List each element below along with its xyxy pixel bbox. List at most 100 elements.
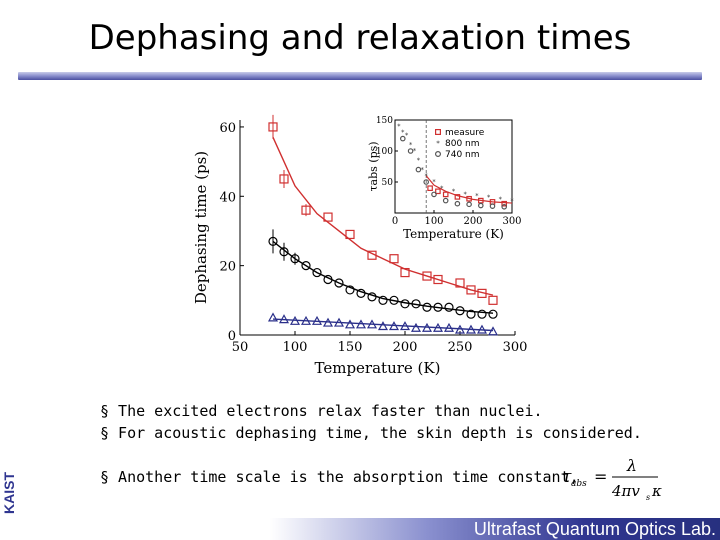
main-point-triangle [443,322,455,332]
formula-denominator-tail: κ [651,482,662,500]
inset-legend-marker-circle [435,150,442,157]
main-point-triangle [432,322,444,332]
main-y-tick-label: 0 [228,329,236,344]
main-point-circle [345,285,355,295]
main-point-triangle [465,324,477,334]
main-point-square [400,267,410,278]
inset-y-tick-label: 150 [376,116,393,126]
main-point-circle [433,302,443,312]
main-x-tick-label: 50 [232,340,249,355]
formula-lhs: τ [562,467,572,487]
inset-point-square [466,195,472,202]
inset-point-circle [423,179,430,185]
main-point-triangle [311,315,323,325]
inset-x-tick-label: 0 [392,216,398,227]
inset-point-circle [442,197,449,204]
main-point-circle [444,302,454,312]
main-point-square [466,285,476,295]
main-point-circle [400,299,410,309]
main-point-triangle [289,315,301,325]
main-x-tick-label: 100 [283,340,308,355]
main-point-circle [290,254,300,264]
formula-lhs-sub: abs [571,479,587,489]
main-y-tick-label: 20 [219,260,236,275]
main-point-triangle [267,312,279,322]
main-point-triangle [487,326,499,336]
main-point-circle [378,295,388,305]
main-point-square [268,122,278,132]
main-point-circle [312,267,322,278]
main-point-triangle [377,321,389,331]
formula-equals: = [594,467,607,486]
main-axes: 50 100 150 200 250 300 0 20 40 60 Temperature (K) D… [192,120,527,377]
main-y-axis-label: Dephasing time (ps) [192,151,210,304]
inset-point-square [454,194,461,200]
main-x-tick-label: 200 [393,340,418,355]
main-point-triangle [399,321,411,331]
main-series-circle [268,229,498,319]
absorption-time-formula: τ abs = λ 4πv s κ [562,456,662,501]
main-point-circle [323,274,333,285]
main-y-tick-label: 40 [219,190,236,205]
inset-point-circle [400,135,406,142]
main-point-square [433,274,443,285]
main-point-triangle [344,319,356,329]
inset-point-circle [501,204,508,210]
bullet-electrons-relax: § The excited electrons relax faster tha… [100,402,543,420]
inset-legend-label-circle: 740 nm [445,150,480,160]
inset-fit-line [425,175,513,204]
inset-legend-label-star: 800 nm [445,139,480,149]
formula-denominator-sub: s [646,493,650,501]
formula-denominator: 4πv [611,482,640,500]
inset-series-star: ** ******** * * * * * * [397,122,514,204]
main-fit-line-circle [272,240,494,314]
inset-y-axis-label: τabs (ps) [367,141,380,191]
bullet-list: § The excited electrons relax faster tha… [100,400,642,488]
main-point-triangle [333,317,345,327]
main-point-square [367,250,377,260]
title-underline-bar [18,72,702,80]
main-series-triangle [267,312,499,336]
inset-point-star: * [475,192,479,200]
main-point-circle [477,309,487,319]
inset-point-star: * [487,194,491,202]
inset-series-circle [400,135,508,210]
main-point-triangle [355,319,367,329]
main-point-triangle [421,322,433,332]
inset-point-star: * [452,188,456,196]
main-point-square [301,205,311,215]
main-point-circle [455,306,465,316]
inset-point-square [427,185,433,192]
main-point-square [422,271,432,281]
main-point-square [279,174,289,184]
main-point-square [477,288,487,298]
inset-point-star: * [510,197,514,205]
inset-point-star: * [405,132,409,140]
inset-point-square [435,188,441,195]
inset-x-tick-label: 100 [424,216,443,227]
inset-point-circle [407,148,414,154]
inset-point-square [501,200,508,207]
dephasing-time-chart: 50 100 150 200 250 300 0 20 40 60 Temperature (K) D… [192,114,527,377]
main-point-circle [356,288,366,298]
main-x-tick-label: 300 [503,340,528,355]
inset-background [373,114,520,245]
inset-legend-marker-star: * [436,138,440,147]
inset-x-tick-label: 300 [502,216,521,227]
formula-numerator: λ [626,456,637,475]
inset-point-star: * [401,129,405,137]
inset-point-circle [466,201,472,208]
main-point-circle [488,309,498,319]
inset-point-circle [415,166,422,173]
inset-frame [394,119,513,214]
main-point-square [345,229,355,240]
main-point-circle [279,247,289,257]
slide-title: Dephasing and relaxation times [88,18,632,58]
inset-point-circle [489,203,496,209]
main-point-square [389,254,399,264]
main-point-circle [367,292,377,302]
inset-point-star: * [425,172,429,180]
inset-legend-marker-square [435,129,442,136]
inset-y-tick-label: 100 [376,147,393,157]
